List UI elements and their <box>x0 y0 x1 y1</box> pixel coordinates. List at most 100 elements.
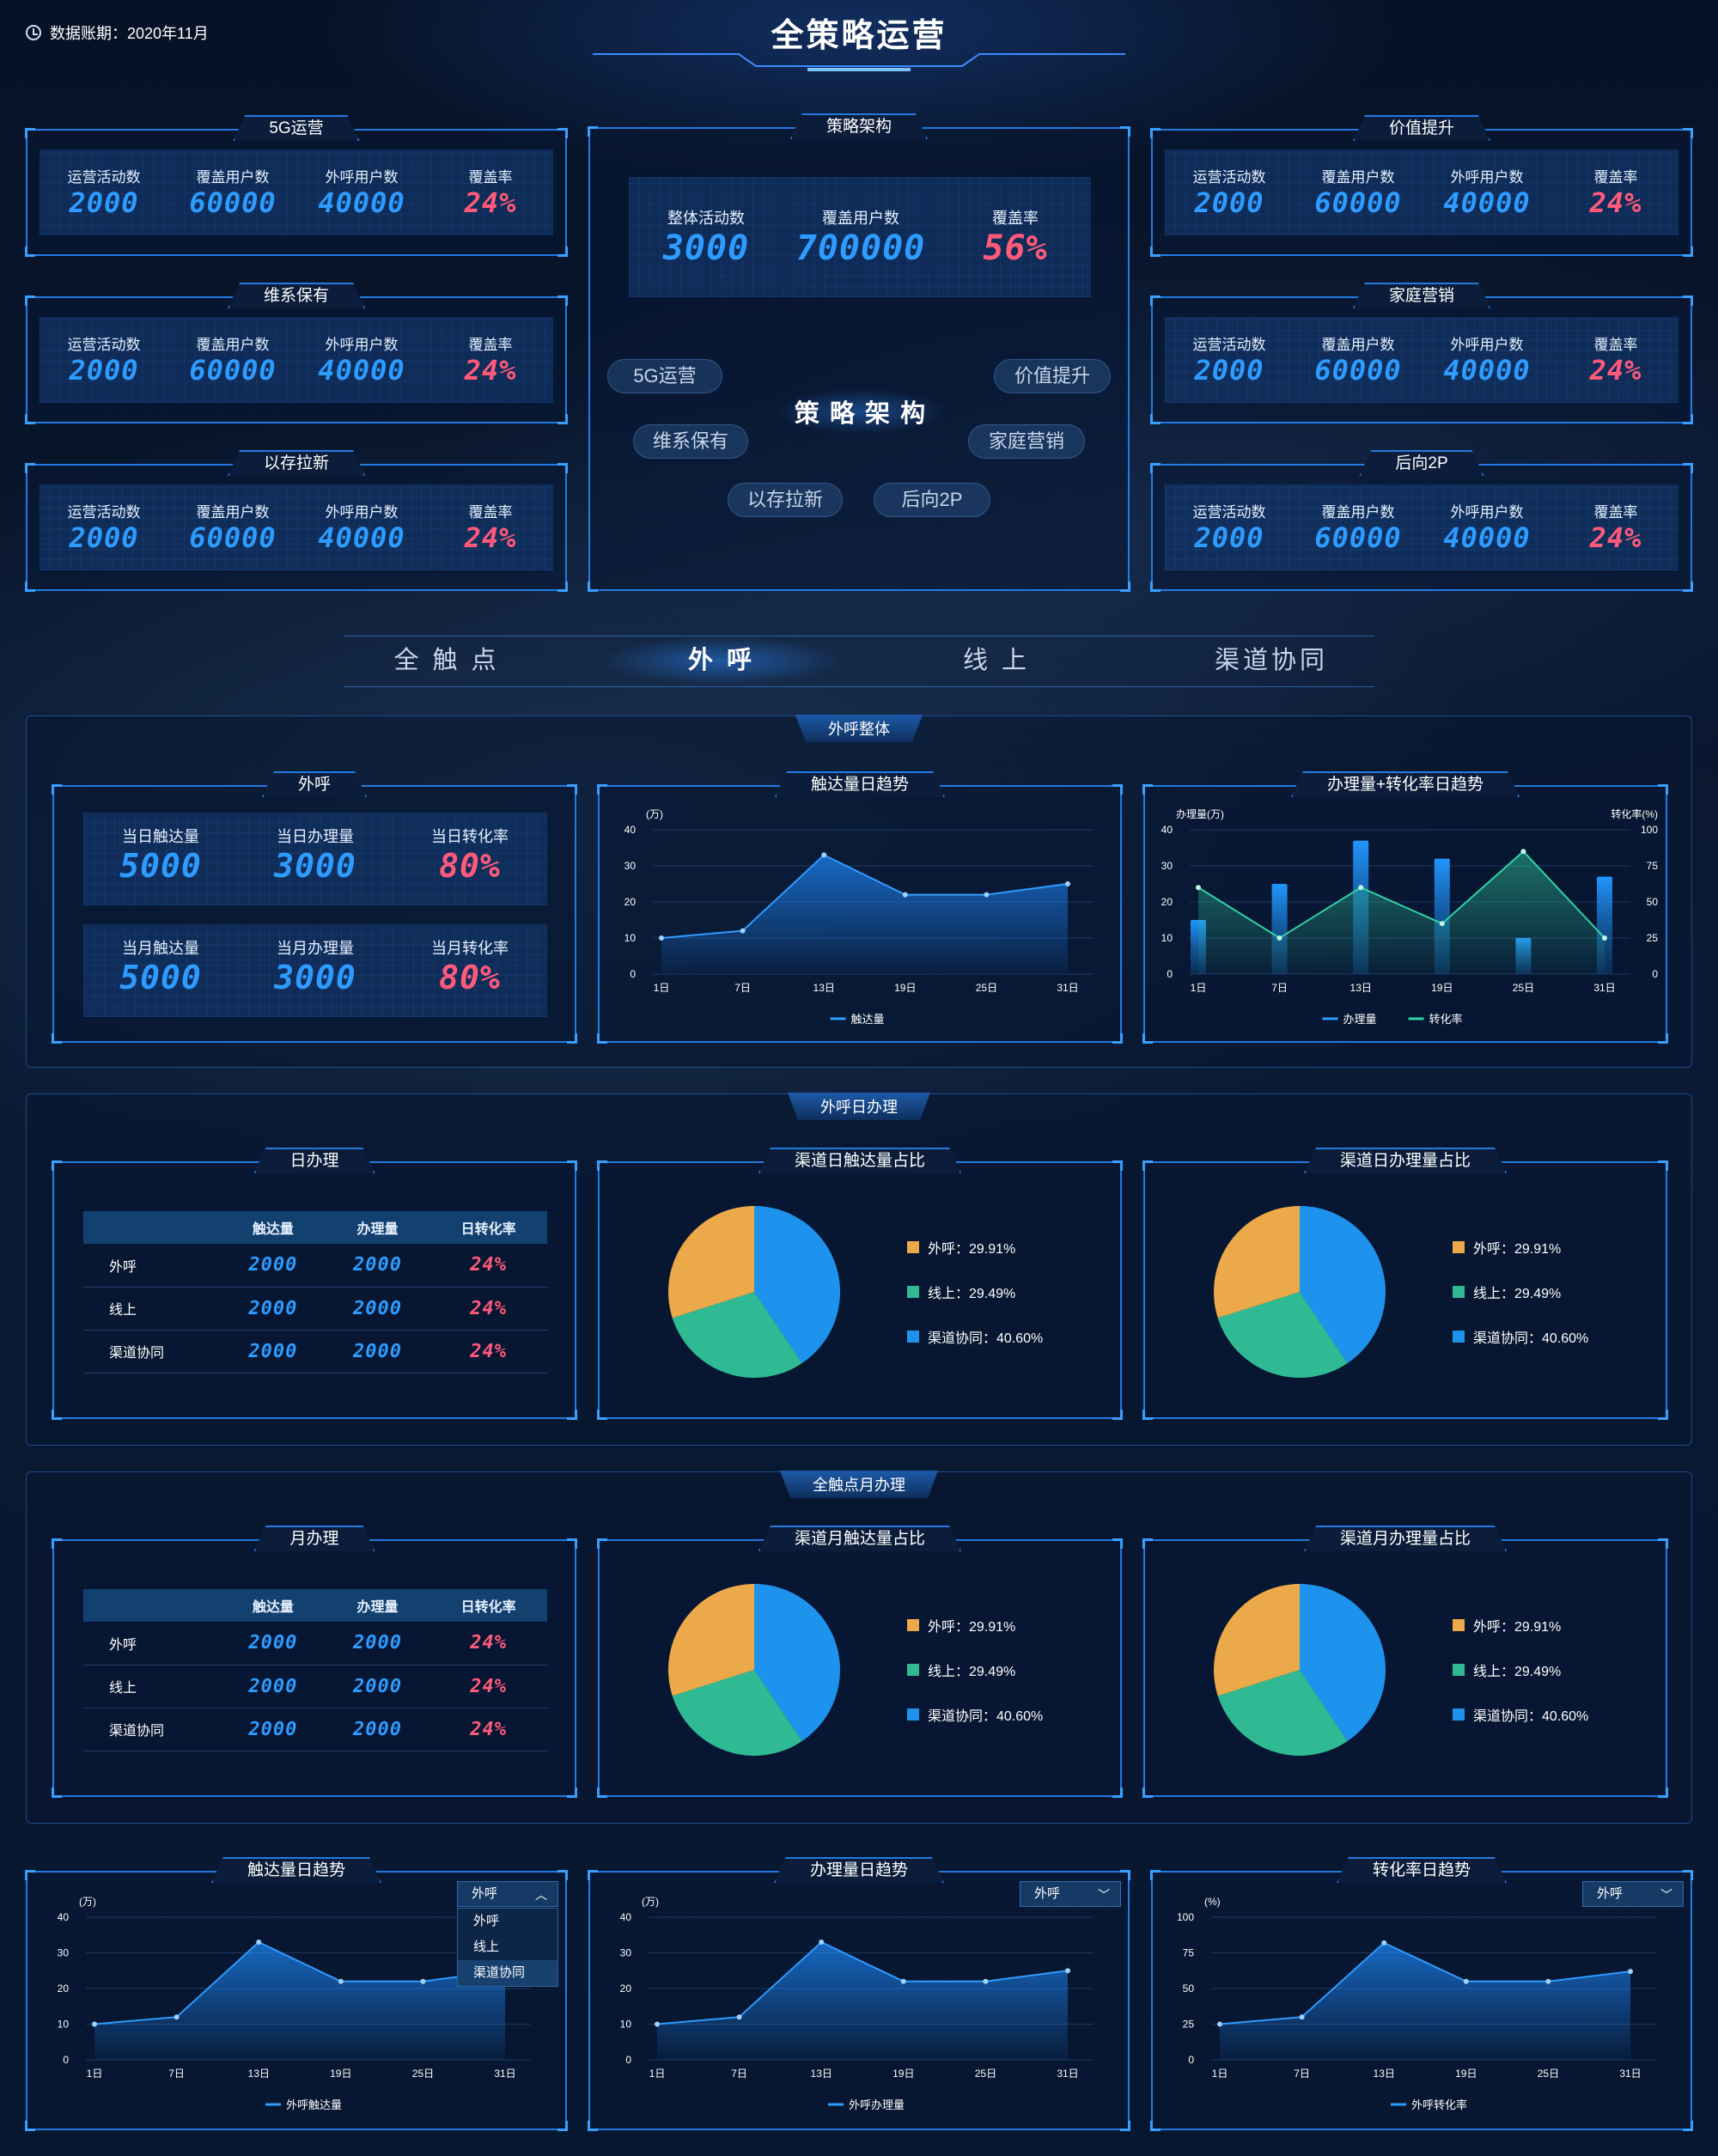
y-tick-label: 50 <box>1183 1982 1195 1995</box>
channel-select[interactable]: 外呼 ﹀ <box>1582 1881 1684 1907</box>
group-title: 外呼日办理 <box>788 1093 930 1120</box>
cell-rate: 24% <box>430 1330 547 1373</box>
x-tick-label: 13日 <box>1350 982 1372 994</box>
y-tick-label: 20 <box>620 1982 632 1995</box>
bottom-handle-trend-panel: 办理量日趋势 0 10 20 30 40 (万) 1日 7日 13日 19日 25日 31日 外呼办理量… <box>588 1871 1130 2131</box>
dropdown-option[interactable]: 渠道协同 <box>458 1960 557 1986</box>
stat-value: 60000 <box>1314 354 1402 387</box>
area-fill <box>1198 851 1605 974</box>
y-tick-label: 10 <box>624 932 637 944</box>
y-tick-label: 30 <box>1161 860 1173 872</box>
y-tick-label: 40 <box>1161 824 1173 836</box>
stat-label: 运营活动数 <box>1192 504 1266 521</box>
bottom-rate-trend-panel: 转化率日趋势 0 25 50 75 100 (%) 1日 7日 13日 19日 25日 31日 外呼转化… <box>1150 1871 1693 2131</box>
data-point <box>1196 885 1201 891</box>
stat-value: 24% <box>1589 186 1642 219</box>
card-title: 价值提升 <box>1353 115 1490 141</box>
data-point <box>420 1978 426 1984</box>
cell-rate: 24% <box>430 1287 547 1331</box>
y-tick-label: 25 <box>1183 2019 1195 2031</box>
stat-value: 24% <box>464 354 517 387</box>
x-tick-label: 31日 <box>1593 982 1615 994</box>
period-text: 数据账期：2020年11月 <box>50 25 209 42</box>
data-point <box>740 928 746 934</box>
card-stats: 运营活动数 2000 覆盖用户数 60000 外呼用户数 40000 覆盖率 24% <box>1165 149 1678 235</box>
card-value-up: 价值提升 运营活动数 2000 覆盖用户数 60000 外呼用户数 40000 覆盖率… <box>1150 129 1693 257</box>
group-all-monthly: 全触点月办理 月办理 触达量 办理量 日转化率 外呼 2000 2000 24% 线上… <box>26 1471 1692 1824</box>
arch-node-retention[interactable]: 维系保有 <box>633 424 748 459</box>
y-tick-label: 0 <box>630 968 636 980</box>
legend-swatch <box>1453 1286 1465 1298</box>
tab-online[interactable]: 线 上 <box>962 647 1031 674</box>
arch-stat-label: 覆盖用户数 <box>822 210 899 227</box>
arch-stat-value: 56% <box>983 228 1048 268</box>
y-tick-label: 40 <box>58 1911 70 1923</box>
col-header: 办理量 <box>325 1211 430 1244</box>
y-tick-label: 30 <box>624 860 637 872</box>
dropdown-option[interactable]: 线上 <box>473 1940 500 1954</box>
card-stats: 运营活动数 2000 覆盖用户数 60000 外呼用户数 40000 覆盖率 24% <box>1165 317 1678 403</box>
legend-text: 线上：29.49% <box>1473 1665 1562 1679</box>
y-tick-label: 100 <box>1177 1911 1194 1923</box>
daily-table-panel: 日办理 触达量 办理量 日转化率 外呼 2000 2000 24% 线上 2000 200… <box>52 1161 577 1420</box>
y-right-axis-label: 转化率(%) <box>1611 807 1658 820</box>
select-value: 外呼 <box>472 1886 498 1901</box>
group-outbound-overall: 外呼整体 外呼 当日触达量 5000 当日办理量 3000 当日转化率 80% 当月触… <box>26 716 1692 1068</box>
arch-stat-value: 3000 <box>662 228 750 268</box>
y-axis-label: (万) <box>79 1896 96 1908</box>
channel-select[interactable]: 外呼 ︿ <box>457 1881 558 1907</box>
y-right-tick-label: 50 <box>1647 896 1659 908</box>
arch-node-family[interactable]: 家庭营销 <box>968 424 1085 459</box>
arch-node-value-up[interactable]: 价值提升 <box>994 359 1111 393</box>
stat-label: 外呼用户数 <box>325 504 399 521</box>
legend-text: 渠道协同：40.60% <box>1473 1709 1589 1724</box>
stat-value: 40000 <box>1443 354 1531 387</box>
cell-handle: 2000 <box>325 1244 430 1288</box>
table-header-row: 触达量 办理量 日转化率 <box>83 1211 547 1244</box>
y-tick-label: 0 <box>1167 968 1173 980</box>
legend-swatch <box>1453 1619 1465 1631</box>
cell-rate: 24% <box>430 1708 547 1751</box>
legend-swatch <box>907 1664 919 1676</box>
channel-select[interactable]: 外呼 ﹀ <box>1020 1881 1121 1907</box>
arch-stat-value: 700000 <box>795 228 926 268</box>
data-point <box>902 892 908 898</box>
pie-month-touch-chart <box>668 1584 840 1756</box>
x-tick-label: 25日 <box>1538 2068 1559 2080</box>
stat-value: 60000 <box>189 354 277 387</box>
x-tick-label: 1日 <box>649 2068 666 2080</box>
col-header: 日转化率 <box>430 1589 547 1622</box>
y-tick-label: 40 <box>620 1911 632 1923</box>
arch-node-5g[interactable]: 5G运营 <box>607 359 722 393</box>
pie-legend: 外呼：29.91% 线上：29.49% 渠道协同：40.60% <box>1453 1603 1588 1737</box>
legend-text: 线上：29.49% <box>928 1665 1016 1679</box>
tab-all-touchpoints[interactable]: 全 触 点 <box>393 647 500 674</box>
tab-outbound[interactable]: 外 呼 <box>687 647 756 674</box>
x-tick-label: 31日 <box>1057 2068 1078 2080</box>
data-point <box>1439 921 1445 927</box>
legend-item: 渠道协同：40.60% <box>1453 1692 1588 1737</box>
data-point <box>174 2014 180 2020</box>
y-axis-label: 办理量(万) <box>1176 807 1224 820</box>
y-tick-label: 30 <box>620 1947 632 1959</box>
legend-item: 外呼：29.91% <box>1453 1603 1588 1647</box>
stat-label: 外呼用户数 <box>325 169 399 186</box>
data-point <box>256 1940 262 1946</box>
clock-icon <box>26 25 41 40</box>
panel-title: 渠道月触达量占比 <box>758 1526 961 1551</box>
area-fill <box>94 1942 505 2060</box>
dropdown-option[interactable]: 外呼 <box>473 1914 500 1928</box>
pie-legend: 外呼：29.91% 线上：29.49% 渠道协同：40.60% <box>907 1603 1043 1737</box>
area-fill <box>661 855 1068 974</box>
arch-node-acquisition[interactable]: 以存拉新 <box>728 483 843 517</box>
row-name: 线上 <box>83 1665 221 1708</box>
pie-day-touch-panel: 渠道日触达量占比 外呼：29.91% 线上：29.49% 渠道协同：40.60% <box>597 1161 1123 1420</box>
series-line <box>656 1940 1069 2025</box>
legend-swatch <box>907 1619 919 1631</box>
tab-channel-collab[interactable]: 渠道协同 <box>1214 647 1328 674</box>
series-line <box>1219 1941 1631 2025</box>
pie-day-touch-chart <box>668 1206 840 1378</box>
arch-node-backward-2p[interactable]: 后向2P <box>874 483 990 517</box>
combo-trend-chart: 0 10 20 30 40 0 25 50 75 100 办理量(万) 转化率(%) 1日 7日 13日 19… <box>1161 807 1659 1026</box>
pie-day-handle-chart <box>1214 1206 1386 1378</box>
